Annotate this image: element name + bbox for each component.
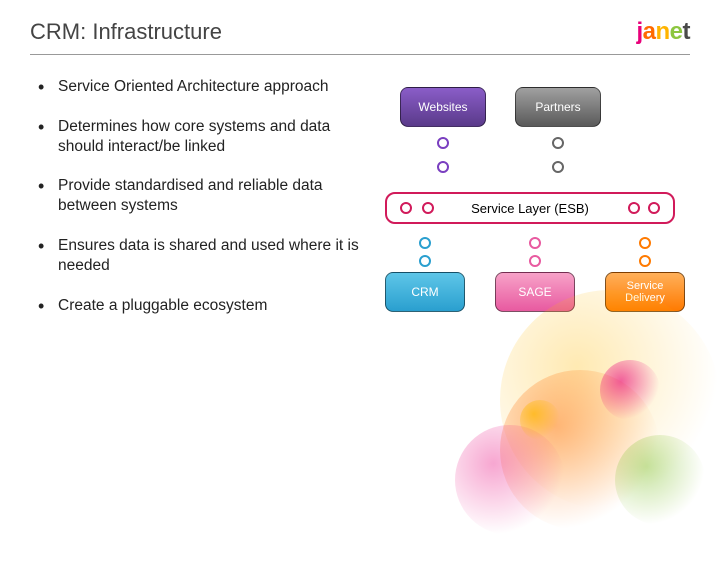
architecture-diagram: WebsitesPartnersService Layer (ESB)CRMSA… [360, 77, 700, 417]
connector-ring-icon [552, 161, 564, 173]
logo-letter: a [643, 18, 656, 45]
system-box: CRM [385, 272, 465, 312]
connector-ring-icon [628, 202, 640, 214]
deco-circle [615, 435, 705, 525]
bullet-item: Create a pluggable ecosystem [30, 296, 360, 316]
bullet-item: Determines how core systems and data sho… [30, 117, 360, 157]
connector-ring-icon [400, 202, 412, 214]
deco-circle [455, 425, 565, 535]
logo-letter: t [683, 18, 691, 45]
slide: CRM: Infrastructure janet Service Orient… [0, 0, 720, 540]
connector-ring-icon [639, 255, 651, 267]
page-title: CRM: Infrastructure [30, 19, 222, 45]
system-box: Partners [515, 87, 601, 127]
connector-ring-icon [422, 202, 434, 214]
connector-ring-icon [437, 137, 449, 149]
connector-ring-icon [552, 137, 564, 149]
logo-letter: n [655, 18, 669, 45]
connector-ring-icon [437, 161, 449, 173]
system-box: Websites [400, 87, 486, 127]
system-box: SAGE [495, 272, 575, 312]
connector-ring-icon [419, 255, 431, 267]
bullet-item: Provide standardised and reliable data b… [30, 176, 360, 216]
connector-ring-icon [529, 255, 541, 267]
bullet-list: Service Oriented Architecture approach D… [30, 77, 360, 316]
logo-letter: e [670, 18, 683, 45]
bullet-item: Service Oriented Architecture approach [30, 77, 360, 97]
connector-ring-icon [419, 237, 431, 249]
content-area: Service Oriented Architecture approach D… [0, 55, 720, 417]
connector-ring-icon [639, 237, 651, 249]
bullet-item: Ensures data is shared and used where it… [30, 236, 360, 276]
janet-logo: janet [636, 18, 690, 46]
connector-ring-icon [529, 237, 541, 249]
system-box: Service Delivery [605, 272, 685, 312]
bullet-column: Service Oriented Architecture approach D… [30, 77, 360, 417]
header: CRM: Infrastructure janet [0, 0, 720, 54]
connector-ring-icon [648, 202, 660, 214]
